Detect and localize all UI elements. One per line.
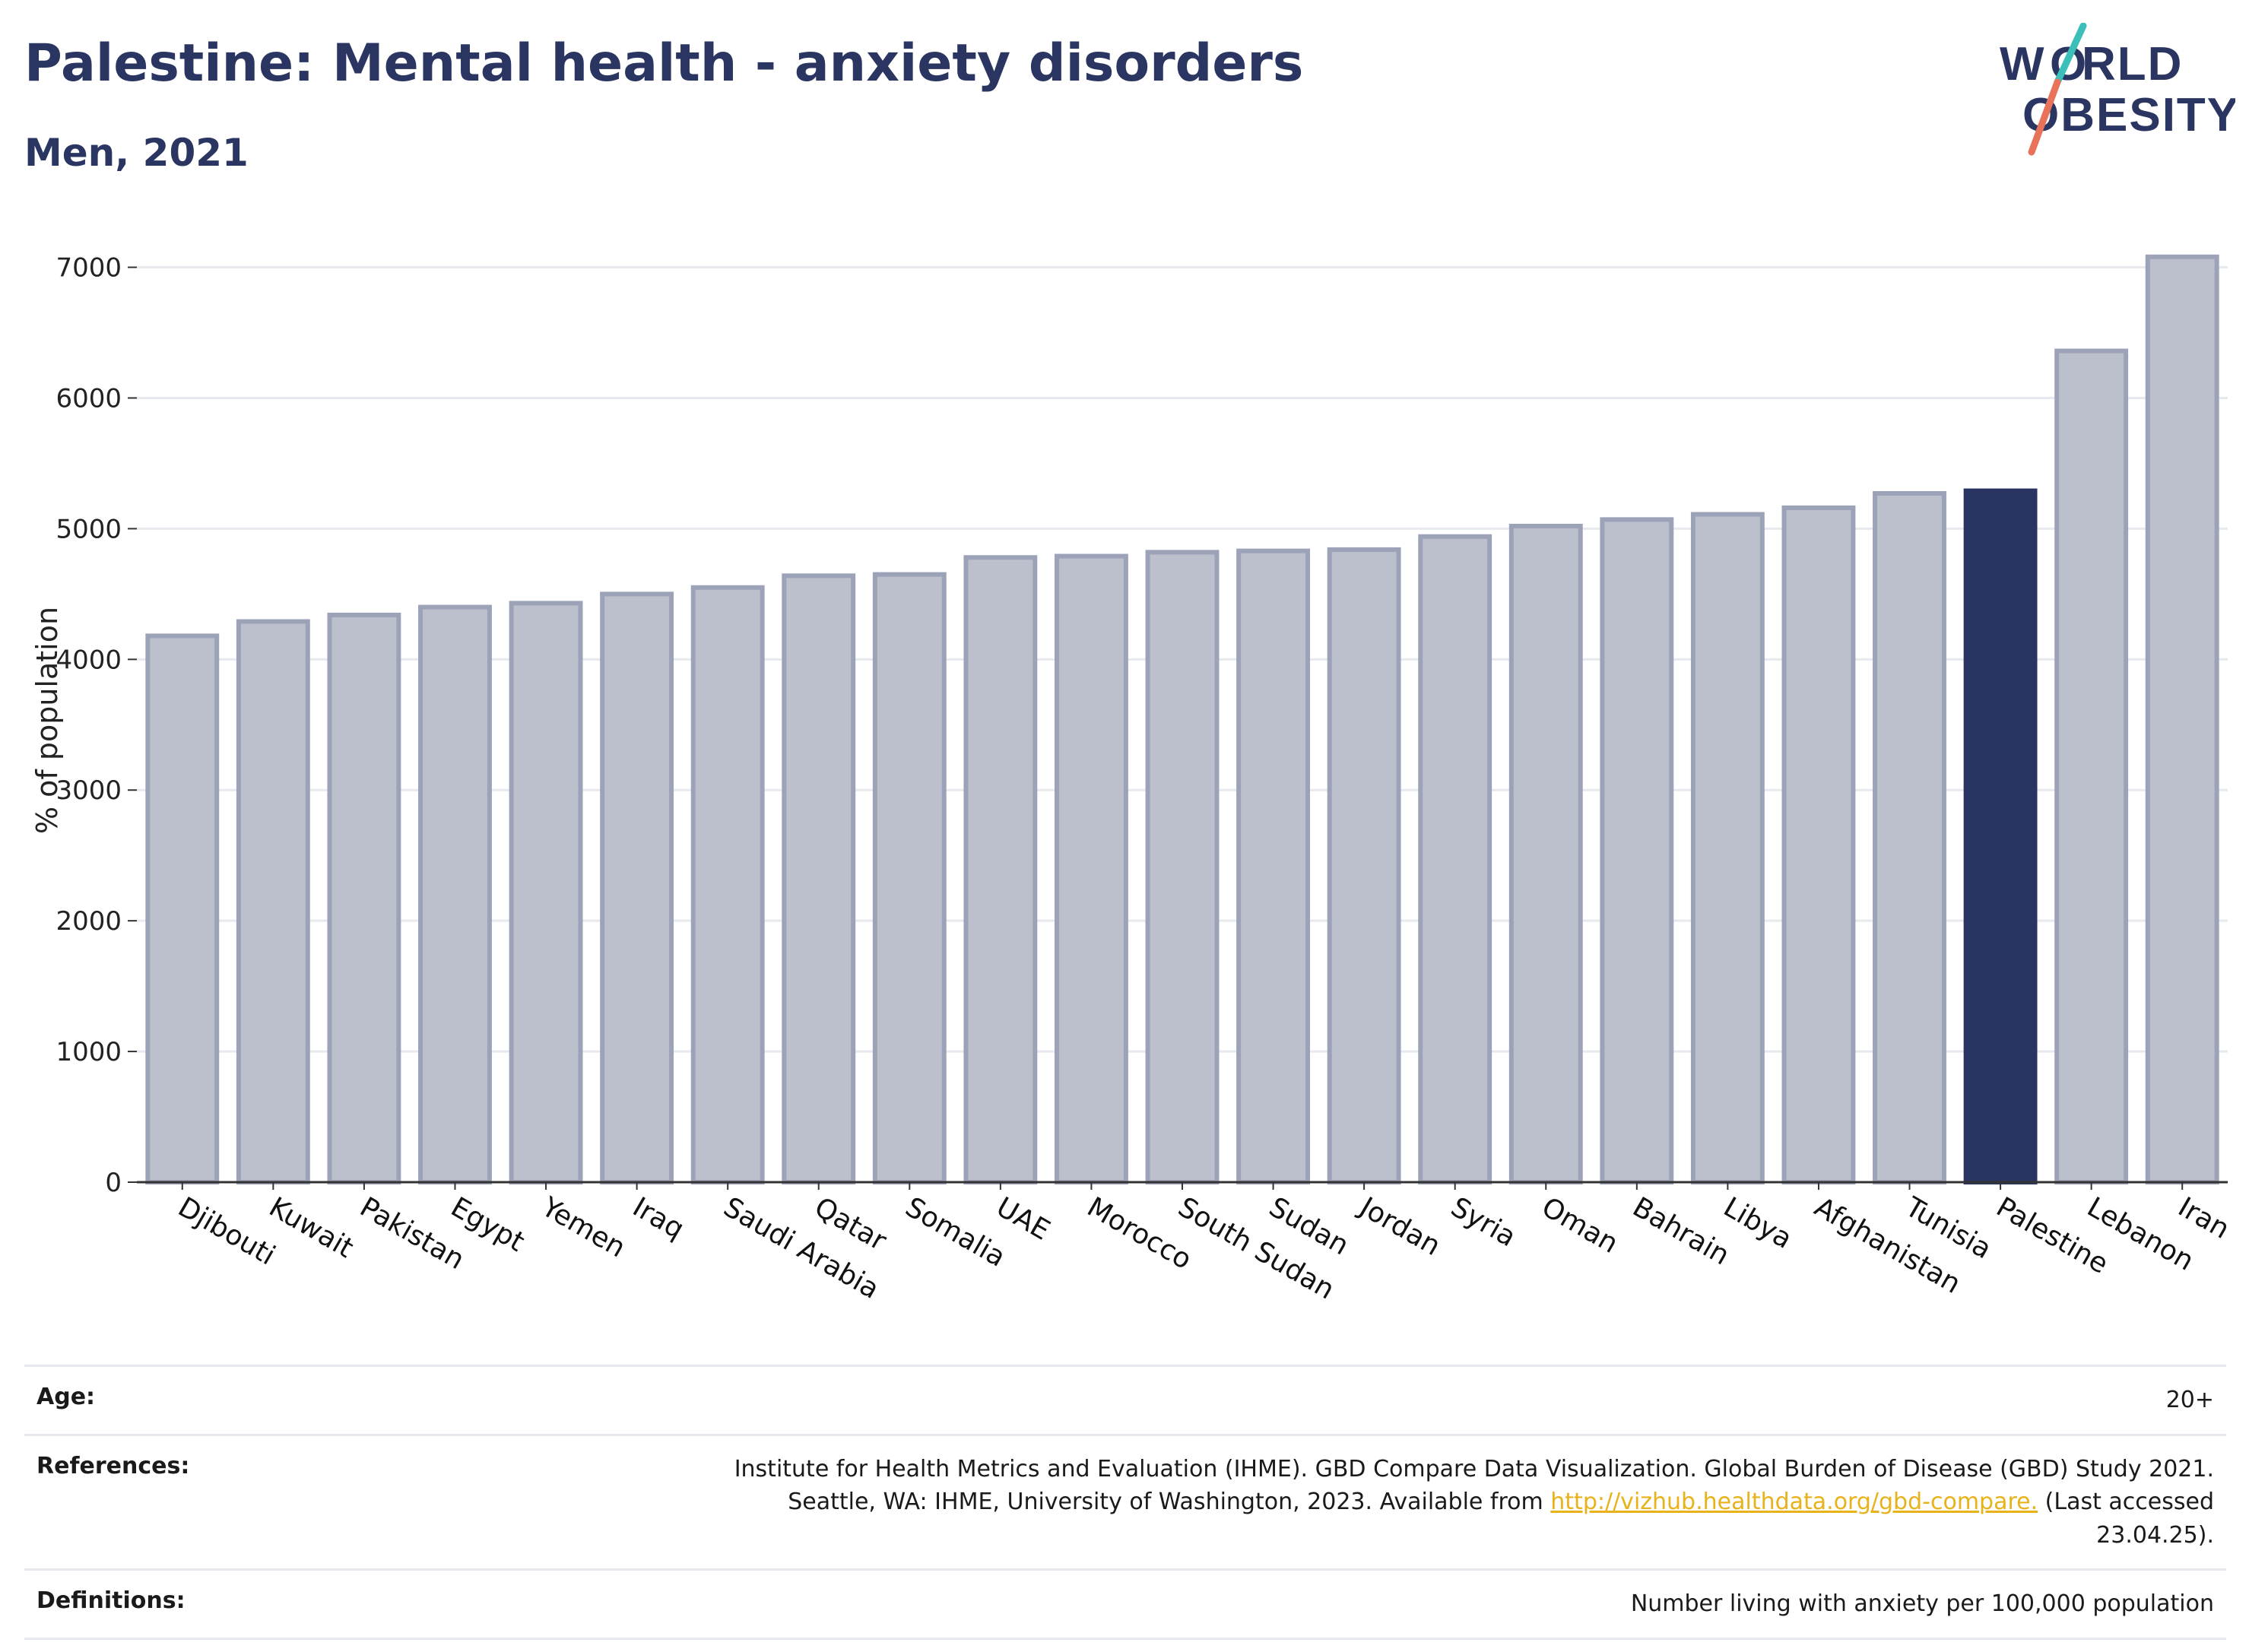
y-axis-label: % of population	[30, 607, 64, 834]
bar-syria	[1418, 534, 1492, 1184]
definitions-label: Definitions:	[36, 1587, 186, 1614]
references-link[interactable]: http://vizhub.healthdata.org/gbd-compare…	[1550, 1489, 2038, 1515]
bar-afghanistan	[1781, 505, 1856, 1184]
x-tick-label: Syria	[1445, 1191, 1521, 1253]
y-tick-label: 3000	[56, 775, 122, 806]
bar-oman	[1508, 523, 1583, 1184]
bar-bahrain	[1600, 517, 1674, 1184]
y-tick-label: 6000	[56, 383, 122, 414]
y-tick-label: 1000	[56, 1037, 122, 1067]
references-line1: Institute for Health Metrics and Evaluat…	[734, 1455, 2214, 1482]
y-tick-label: 0	[105, 1168, 122, 1198]
references-line2-post: (Last accessed	[2038, 1489, 2214, 1515]
bar-djibouti	[145, 633, 220, 1184]
y-tick-label: 2000	[56, 906, 122, 937]
definitions-row: Definitions: Number living with anxiety …	[24, 1568, 2226, 1640]
x-tick-label: Bahrain	[1627, 1191, 1734, 1271]
x-tick-label: Iran	[2173, 1191, 2235, 1245]
references-label: References:	[36, 1452, 190, 1479]
bar-qatar	[782, 573, 856, 1184]
x-tick-label: Oman	[1537, 1191, 1623, 1260]
x-tick-label: Pakistan	[354, 1191, 469, 1276]
bar-sudan	[1236, 548, 1311, 1184]
bar-south-sudan	[1145, 550, 1220, 1184]
age-label: Age:	[36, 1384, 96, 1410]
x-tick-label: Jordan	[1353, 1191, 1445, 1262]
age-value: 20+	[2165, 1387, 2214, 1413]
x-tick-label: South Sudan	[1173, 1191, 1340, 1305]
x-tick-label: Morocco	[1082, 1191, 1197, 1276]
bar-yemen	[509, 601, 583, 1184]
y-tick-label: 4000	[56, 645, 122, 675]
bar-somalia	[872, 572, 947, 1184]
chart-title: Palestine: Mental health - anxiety disor…	[24, 33, 1304, 94]
x-tick-label: Kuwait	[264, 1191, 359, 1264]
references-row: References: Institute for Health Metrics…	[24, 1433, 2226, 1569]
bar-morocco	[1055, 553, 1128, 1184]
bar-iran	[2145, 254, 2219, 1185]
age-row: Age: 20+	[24, 1365, 2226, 1434]
x-tick-label: Saudi Arabia	[718, 1191, 884, 1305]
bar-palestine	[1963, 488, 2038, 1184]
x-tick-label: UAE	[991, 1191, 1055, 1246]
x-tick-label: Somalia	[900, 1191, 1010, 1273]
svg-text:RLD: RLD	[2082, 38, 2183, 90]
bar-saudi-arabia	[690, 585, 765, 1184]
references-value: Institute for Health Metrics and Evaluat…	[734, 1453, 2214, 1552]
bar-lebanon	[2054, 348, 2129, 1184]
world-obesity-logo: W RLD O OBESITY	[2000, 23, 2235, 156]
references-line2-pre: Seattle, WA: IHME, University of Washing…	[788, 1489, 1551, 1515]
svg-text:OBESITY: OBESITY	[2022, 89, 2235, 141]
svg-text:W: W	[2000, 38, 2046, 90]
y-tick-label: 7000	[56, 253, 122, 284]
bar-chart: 0 1000 2000 3000 4000 5000 6000 7000 % of popula…	[30, 253, 2235, 1306]
bar-libya	[1690, 512, 1765, 1184]
references-line3: 23.04.25).	[2096, 1521, 2214, 1549]
bar-kuwait	[236, 619, 310, 1184]
bar-uae	[963, 555, 1038, 1184]
chart-subtitle: Men, 2021	[24, 131, 249, 175]
y-tick-label: 5000	[56, 514, 122, 544]
bar-jordan	[1327, 547, 1401, 1184]
x-tick-label: Djibouti	[173, 1191, 280, 1271]
x-tick-label: Yemen	[536, 1191, 631, 1264]
metadata-table: Age: 20+ References: Institute for Healt…	[24, 1365, 2226, 1640]
bar-iraq	[600, 591, 674, 1184]
bar-pakistan	[327, 612, 401, 1184]
definitions-value: Number living with anxiety per 100,000 p…	[1630, 1590, 2214, 1617]
bar-tunisia	[1873, 490, 1946, 1184]
x-tick-label: Iraq	[627, 1191, 689, 1245]
bar-egypt	[418, 604, 492, 1184]
